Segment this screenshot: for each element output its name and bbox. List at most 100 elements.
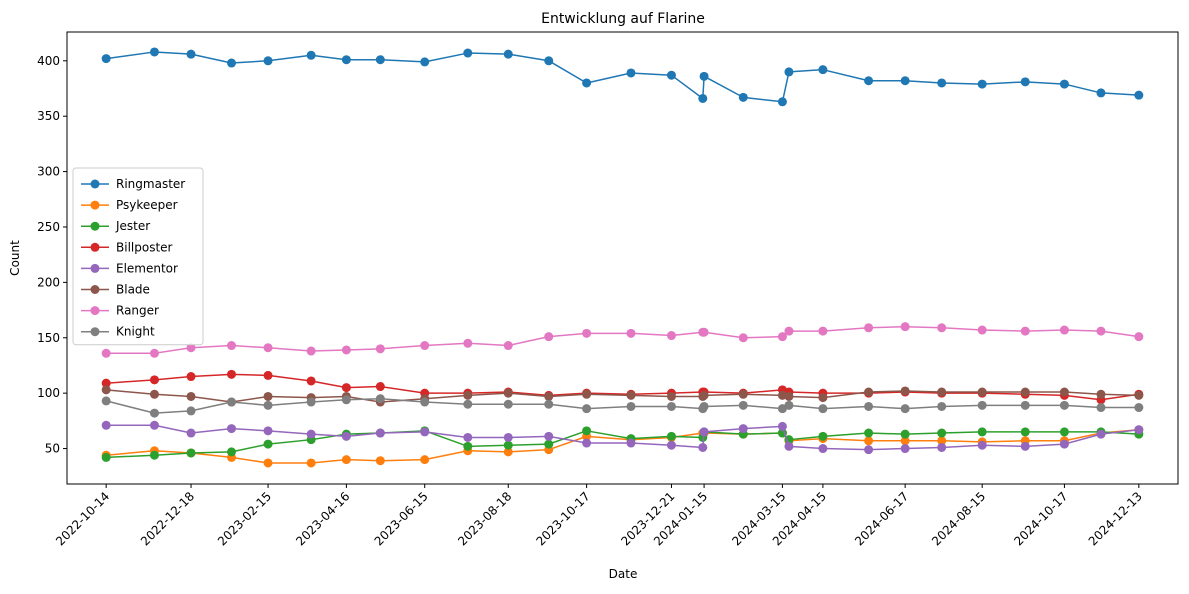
- data-point: [263, 391, 273, 401]
- data-point: [582, 426, 592, 436]
- x-tick-label: 2022-10-14: [53, 489, 112, 548]
- plot-area: [101, 47, 1144, 468]
- data-point: [864, 401, 874, 411]
- y-tick-label: 400: [37, 54, 60, 68]
- data-point: [1134, 403, 1144, 413]
- data-point: [582, 78, 592, 88]
- legend-item: Ringmaster: [81, 177, 185, 191]
- data-point: [699, 390, 709, 400]
- data-point: [818, 65, 828, 75]
- x-tick-label: 2022-12-18: [138, 489, 197, 548]
- data-point: [937, 323, 947, 333]
- data-point: [900, 444, 910, 454]
- data-point: [101, 420, 111, 430]
- data-point: [306, 397, 316, 407]
- data-point: [738, 92, 748, 102]
- data-point: [226, 397, 236, 407]
- data-point: [101, 54, 111, 64]
- data-point: [1096, 88, 1106, 98]
- data-point: [101, 452, 111, 462]
- data-point: [1059, 439, 1069, 449]
- data-point: [1134, 425, 1144, 435]
- data-point: [626, 328, 636, 338]
- data-point: [1059, 427, 1069, 437]
- data-point: [900, 404, 910, 414]
- data-point: [698, 442, 708, 452]
- plot-frame: [66, 31, 1179, 485]
- data-point: [306, 458, 316, 468]
- data-point: [544, 431, 554, 441]
- data-point: [463, 441, 473, 451]
- data-point: [582, 404, 592, 414]
- data-point: [864, 436, 874, 446]
- data-point: [544, 332, 554, 342]
- data-point: [149, 375, 159, 385]
- x-tick-label: 2023-06-15: [372, 489, 431, 548]
- legend-label: Blade: [116, 283, 150, 297]
- x-tick-label: 2024-06-17: [852, 489, 911, 548]
- data-point: [226, 369, 236, 379]
- data-point: [1059, 79, 1069, 89]
- x-tick-label: 2023-10-17: [533, 489, 592, 548]
- x-tick-label: 2023-04-16: [293, 489, 352, 548]
- data-point: [864, 76, 874, 86]
- legend-label: Knight: [116, 325, 155, 339]
- x-tick-label: 2024-12-13: [1086, 489, 1145, 548]
- data-point: [699, 71, 709, 81]
- data-point: [341, 431, 351, 441]
- data-point: [375, 55, 385, 65]
- data-point: [544, 439, 554, 449]
- data-point: [937, 387, 947, 397]
- data-point: [226, 447, 236, 457]
- data-point: [818, 444, 828, 454]
- data-point: [186, 428, 196, 438]
- data-point: [1020, 326, 1030, 336]
- x-tick-label: 2023-02-15: [215, 489, 274, 548]
- data-point: [149, 348, 159, 358]
- data-point: [544, 56, 554, 66]
- data-point: [977, 440, 987, 450]
- data-point: [699, 427, 709, 437]
- data-point: [263, 400, 273, 410]
- legend-item: Elementor: [81, 261, 178, 275]
- data-point: [818, 404, 828, 414]
- data-point: [1059, 387, 1069, 397]
- data-point: [626, 68, 636, 78]
- data-point: [226, 58, 236, 68]
- data-point: [420, 397, 430, 407]
- data-point: [738, 424, 748, 434]
- data-point: [666, 331, 676, 341]
- data-point: [864, 445, 874, 455]
- data-point: [666, 440, 676, 450]
- data-point: [1134, 90, 1144, 100]
- data-point: [937, 442, 947, 452]
- data-point: [626, 401, 636, 411]
- data-point: [186, 49, 196, 59]
- data-point: [818, 431, 828, 441]
- data-point: [101, 348, 111, 358]
- legend-swatch-marker: [90, 242, 100, 252]
- data-point: [1134, 390, 1144, 400]
- data-point: [263, 343, 273, 353]
- legend-item: Knight: [81, 325, 155, 339]
- y-tick-label: 50: [45, 442, 60, 456]
- data-point: [977, 325, 987, 335]
- data-point: [306, 376, 316, 386]
- legend-item: Blade: [81, 283, 150, 297]
- data-point: [698, 93, 708, 103]
- data-point: [900, 322, 910, 332]
- data-point: [937, 78, 947, 88]
- data-point: [977, 79, 987, 89]
- chart-title: Entwicklung auf Flarine: [541, 11, 705, 27]
- legend-item: Billposter: [81, 240, 173, 254]
- data-point: [101, 385, 111, 395]
- data-point: [1020, 387, 1030, 397]
- data-point: [1134, 332, 1144, 342]
- data-point: [937, 436, 947, 446]
- data-point: [101, 378, 111, 388]
- legend-label: Billposter: [116, 240, 173, 254]
- data-point: [818, 393, 828, 403]
- legend-box: [72, 167, 204, 346]
- data-point: [544, 399, 554, 409]
- data-point: [263, 370, 273, 380]
